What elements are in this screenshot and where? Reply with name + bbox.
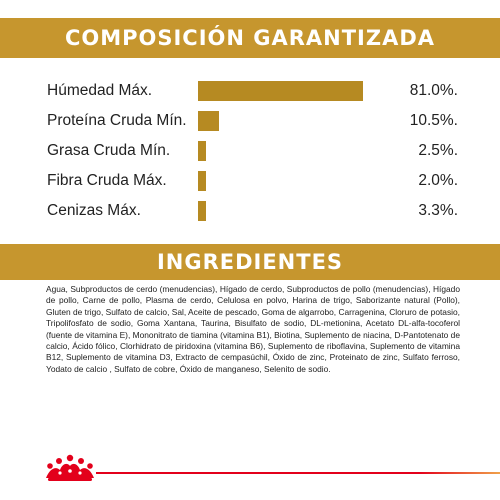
nutrient-value: 10.5%. (409, 112, 458, 129)
nutrient-value: 2.5%. (418, 142, 458, 159)
nutrient-bar (198, 111, 220, 131)
nutrient-label: Húmedad Máx. (47, 82, 153, 99)
nutrient-label: Grasa Cruda Mín. (47, 142, 171, 159)
nutrient-bar-track (198, 141, 378, 161)
ingredients-header: INGREDIENTES (0, 244, 500, 280)
nutrient-row-humedad: Húmedad Máx. 81.0%. (0, 79, 500, 105)
nutrient-row-cenizas: Cenizas Máx. 3.3%. (0, 199, 500, 225)
nutrient-label: Cenizas Máx. (47, 202, 141, 219)
nutrient-value: 3.3%. (418, 202, 458, 219)
nutrient-row-grasa: Grasa Cruda Mín. 2.5%. (0, 139, 500, 165)
nutrient-label: Proteína Cruda Mín. (47, 112, 187, 129)
royal-canin-crown-icon (46, 454, 94, 481)
ingredients-text: Agua, Subproductos de cerdo (menudencias… (46, 284, 460, 374)
composition-title: COMPOSICIÓN GARANTIZADA (64, 26, 436, 50)
nutrient-value: 81.0%. (409, 82, 458, 99)
nutrient-bar (198, 81, 363, 101)
ingredients-title: INGREDIENTES (156, 250, 344, 274)
composition-header: COMPOSICIÓN GARANTIZADA (0, 18, 500, 58)
nutrient-bar (198, 141, 206, 161)
nutrient-row-fibra: Fibra Cruda Máx. 2.0%. (0, 169, 500, 195)
nutrient-value: 2.0%. (418, 172, 458, 189)
nutrient-label: Fibra Cruda Máx. (47, 172, 167, 189)
nutrient-bar (198, 171, 206, 191)
footer-divider (96, 472, 500, 474)
nutrient-row-proteina: Proteína Cruda Mín. 10.5%. (0, 109, 500, 135)
nutrient-bar (198, 201, 206, 221)
nutrient-bar-track (198, 201, 378, 221)
nutrient-bar-track (198, 81, 378, 101)
nutrient-bar-track (198, 111, 378, 131)
nutrient-bar-track (198, 171, 378, 191)
